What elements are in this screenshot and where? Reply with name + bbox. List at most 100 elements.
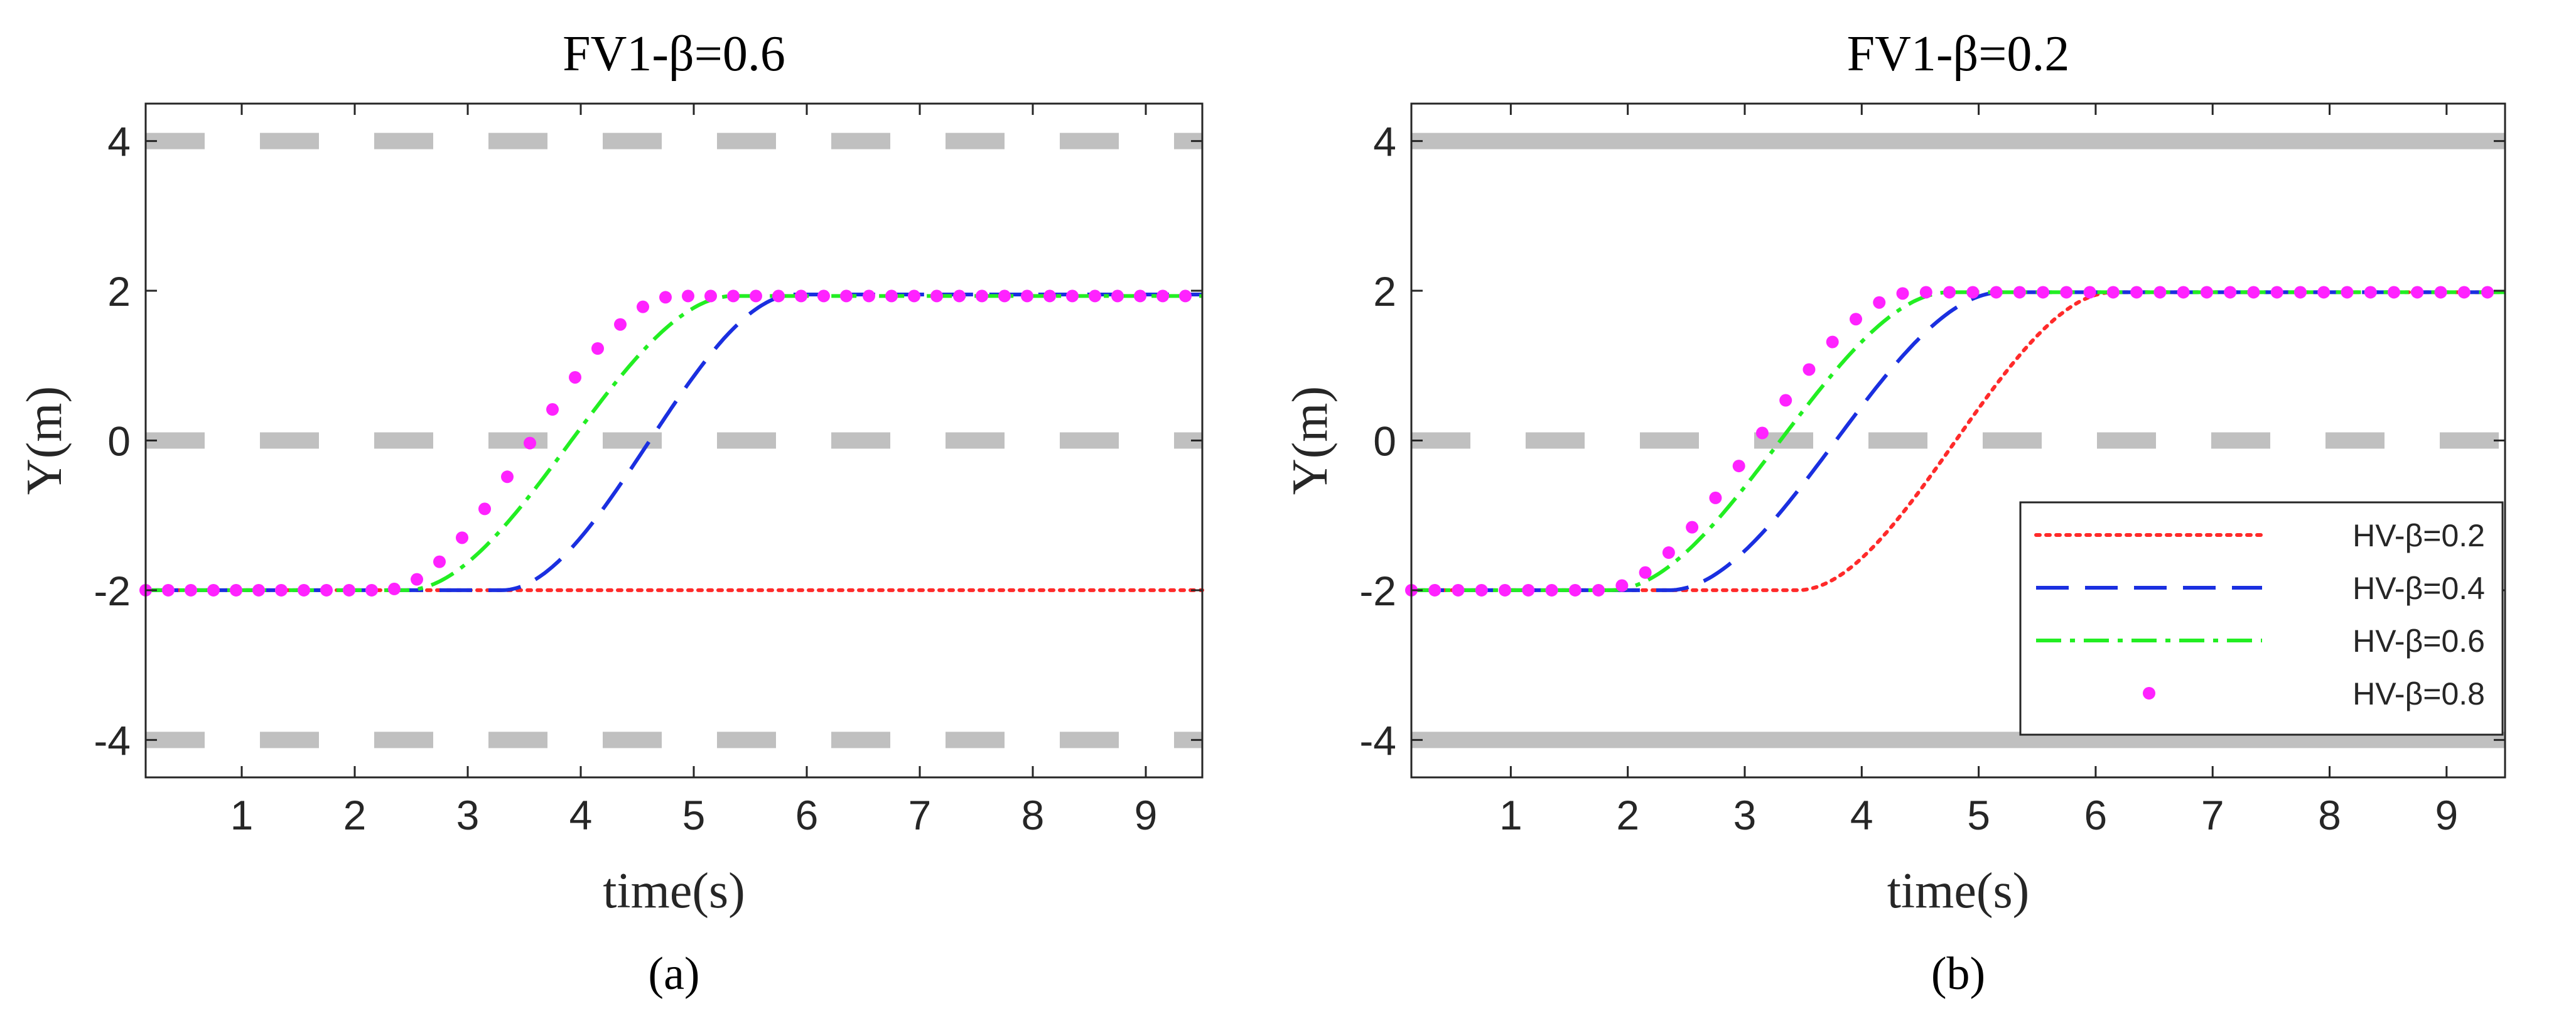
data-point [1990, 286, 2003, 299]
x-tick-label: 8 [1021, 792, 1045, 838]
legend-marker [2143, 687, 2155, 700]
data-point [433, 555, 446, 568]
data-point [1522, 583, 1535, 597]
legend-entry: HV-β=0.8 [2352, 676, 2485, 711]
data-point [1475, 583, 1488, 597]
data-point [162, 583, 175, 597]
data-point [1873, 296, 1886, 309]
data-point [1943, 286, 1956, 299]
data-point [1066, 289, 1079, 303]
x-tick-label: 7 [908, 792, 932, 838]
y-tick-label: -2 [94, 568, 131, 614]
data-point [1686, 521, 1699, 534]
y-tick-label: -2 [1359, 568, 1396, 614]
data-point [2224, 286, 2237, 299]
data-point [1779, 394, 1792, 407]
data-point [795, 289, 807, 303]
y-tick-label: 2 [1373, 268, 1396, 315]
data-point [501, 470, 514, 484]
x-axis-label: time(s) [603, 863, 745, 919]
x-tick-label: 7 [2201, 792, 2224, 838]
series-hv-0-8 [1405, 286, 2494, 597]
data-point [591, 342, 604, 355]
data-point [659, 291, 672, 304]
data-point [207, 583, 220, 597]
data-point [2317, 286, 2331, 299]
data-point [2341, 286, 2354, 299]
data-point [569, 370, 581, 384]
data-point [1709, 491, 1722, 504]
data-point [682, 289, 694, 303]
x-tick-label: 2 [1616, 792, 1639, 838]
data-point [365, 583, 378, 597]
data-point [930, 289, 943, 303]
x-axis-label: time(s) [1887, 863, 2030, 919]
data-point [2411, 286, 2424, 299]
x-tick-label: 9 [2435, 792, 2458, 838]
data-point [1111, 289, 1124, 303]
data-point [1755, 426, 1769, 440]
data-point [1896, 287, 1909, 300]
x-tick-label: 9 [1134, 792, 1158, 838]
data-point [185, 583, 197, 597]
data-point [772, 289, 785, 303]
data-point [252, 583, 265, 597]
data-point [1428, 583, 1442, 597]
data-point [2153, 286, 2167, 299]
data-point [2013, 286, 2026, 299]
y-tick-label: -4 [94, 717, 131, 764]
x-tick-label: 4 [1850, 792, 1873, 838]
data-point [840, 289, 853, 303]
chart-title: FV1-β=0.2 [1847, 26, 2070, 82]
data-point [750, 289, 762, 303]
y-tick-label: 4 [1373, 119, 1396, 165]
x-tick-label: 4 [569, 792, 593, 838]
legend-entry: HV-β=0.6 [2352, 624, 2485, 659]
data-point [1134, 289, 1146, 303]
data-point [637, 300, 649, 313]
data-point [2177, 286, 2190, 299]
data-point [2270, 286, 2283, 299]
data-point [727, 289, 740, 303]
data-point [1179, 289, 1192, 303]
data-point [817, 289, 830, 303]
data-point [976, 289, 988, 303]
y-tick-label: -4 [1359, 717, 1396, 764]
data-point [908, 289, 920, 303]
data-point [2481, 286, 2494, 299]
x-tick-label: 3 [456, 792, 480, 838]
data-point [1639, 566, 1652, 579]
x-tick-label: 5 [1967, 792, 1990, 838]
data-point [2060, 286, 2073, 299]
x-tick-label: 2 [343, 792, 367, 838]
legend-entry: HV-β=0.4 [2352, 571, 2485, 606]
data-point [2083, 286, 2096, 299]
x-tick-label: 1 [1499, 792, 1522, 838]
x-tick-label: 6 [795, 792, 819, 838]
data-point [885, 289, 898, 303]
chart-panel-a: 1 2 3 4 5 6 7 8 9 -4 -2 0 2 4 FV1-β=0.6 time(s) Y(m) (a) [17, 26, 1204, 1000]
data-point [2130, 286, 2143, 299]
data-point [2434, 286, 2447, 299]
data-point [863, 289, 875, 303]
data-point [230, 583, 242, 597]
data-point [456, 531, 468, 544]
legend: HV-β=0.2 HV-β=0.4 HV-β=0.6 HV-β=0.8 [2019, 501, 2504, 736]
data-point [1156, 289, 1169, 303]
data-point [1568, 583, 1582, 597]
data-point [275, 583, 288, 597]
data-point [1499, 583, 1512, 597]
data-point [1545, 583, 1558, 597]
data-point [2037, 286, 2050, 299]
panel-label: (a) [648, 948, 699, 1000]
series-hv-0-8 [139, 289, 1192, 597]
data-point [2247, 286, 2260, 299]
y-tick-label: 0 [107, 418, 131, 465]
x-tick-label: 1 [230, 792, 254, 838]
data-point [411, 573, 423, 586]
data-point [953, 289, 966, 303]
data-point [1966, 286, 1980, 299]
data-point [2364, 286, 2377, 299]
legend-box [2019, 501, 2504, 736]
data-point [1732, 460, 1745, 473]
